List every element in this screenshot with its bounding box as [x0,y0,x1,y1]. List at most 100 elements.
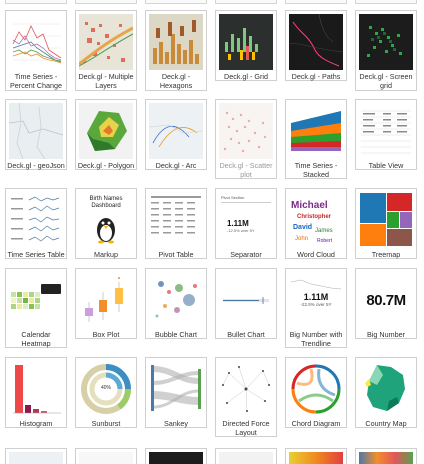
map-thumbnail [359,14,413,70]
map-thumbnail [219,103,273,159]
viz-tile-partial[interactable] [355,448,417,464]
word-cloud-word: John [295,236,309,242]
treemap-thumbnail [359,192,413,248]
viz-tile-big-number-trendline[interactable]: 1.11M -22.5% over 5Y Big Number with Tre… [285,268,347,348]
viz-tile-calendar-heatmap[interactable]: Calendar Heatmap [5,268,67,348]
tile-label: Sunburst [91,419,121,428]
viz-tile-chord-diagram[interactable]: Chord Diagram [285,357,347,428]
tile-label: Deck.gl - Arc [155,161,197,170]
tile-label: Separator [230,250,262,259]
prev-row-tile-edge [285,0,347,4]
viz-tile-deckgl-arc[interactable]: Deck.gl - Arc [145,99,207,170]
word-cloud-word: David [293,224,313,231]
markup-title-line2: Dashboard [91,203,121,209]
prev-row-tile-edge [145,0,207,4]
viz-tile-big-number[interactable]: 80.7M Big Number [355,268,417,339]
tile-label: Table View [368,161,404,170]
prev-row-tile-edge [5,0,67,4]
area-chart-thumbnail [289,103,343,159]
tile-label: Bullet Chart [227,330,265,339]
viz-tile-deckgl-grid[interactable]: Deck.gl - Grid [215,10,277,81]
viz-tile-separator[interactable]: Pivot Section 1.11M -12.5% over 5Y Separ… [215,188,277,259]
tile-label: Deck.gl - Grid [224,72,268,81]
line-chart-thumbnail [9,14,63,70]
tile-label: Treemap [371,250,401,259]
tile-label: Markup [94,250,118,259]
viz-tile-partial[interactable] [75,448,137,464]
histogram-thumbnail [9,361,63,417]
tile-label: Histogram [19,419,53,428]
tile-label: Box Plot [92,330,120,339]
tile-label: Time Series - Percent Change [10,72,62,90]
viz-tile-word-cloud[interactable]: Michael Christopher David James John Rob… [285,188,347,259]
map-thumbnail [359,361,413,417]
sunburst-thumbnail: 40% [79,361,133,417]
tile-label: Big Number with Trendline [289,330,343,348]
prev-row-tile-edge [215,0,277,4]
markup-title-line1: Birth Names [89,196,123,202]
tile-label: Deck.gl - Hexagons [159,72,193,90]
viz-tile-partial[interactable] [5,448,67,464]
bullet-chart-thumbnail [219,272,273,328]
viz-tile-deckgl-geojson[interactable]: Deck.gl - geoJson [5,99,67,170]
viz-tile-sankey[interactable]: Sankey [145,357,207,428]
box-plot-thumbnail [79,272,133,328]
tile-label: Directed Force Layout [222,419,270,437]
viz-tile-deckgl-hexagons[interactable]: Deck.gl - Hexagons [145,10,207,91]
force-layout-thumbnail [219,361,273,417]
tile-label: Deck.gl - Screen grid [359,72,413,90]
viz-tile-table-view[interactable]: Table View [355,99,417,170]
viz-tile-bubble-chart[interactable]: Bubble Chart [145,268,207,339]
map-thumbnail [149,103,203,159]
viz-tile-sunburst[interactable]: 40% Sunburst [75,357,137,428]
viz-tile-treemap[interactable]: Treemap [355,188,417,259]
viz-tile-partial[interactable] [145,448,207,464]
map-thumbnail [149,14,203,70]
tile-label: Deck.gl - geoJson [7,161,65,170]
viz-tile-box-plot[interactable]: Box Plot [75,268,137,339]
prev-row-tile-edge [355,0,417,4]
viz-tile-country-map[interactable]: Country Map [355,357,417,428]
tile-label: Pivot Table [158,250,194,259]
viz-tile-partial[interactable] [215,448,277,464]
viz-tile-deckgl-screen-grid[interactable]: Deck.gl - Screen grid [355,10,417,91]
viz-tile-time-series-percent-change[interactable]: Time Series - Percent Change [5,10,67,91]
big-number-value: 80.7M [366,292,406,309]
map-thumbnail [219,14,273,70]
separator-thumbnail: Pivot Section 1.11M -12.5% over 5Y [219,192,273,248]
separator-header: Pivot Section [221,195,245,200]
trendline-big-number: 1.11M [303,292,329,302]
tile-label: Calendar Heatmap [21,330,51,348]
word-cloud-word: Robert [317,238,333,244]
tile-label: Chord Diagram [291,419,341,428]
markup-thumbnail: Birth Names Dashboard [79,192,133,248]
viz-tile-histogram[interactable]: Histogram [5,357,67,428]
word-cloud-word: James [315,228,333,234]
viz-tile-directed-force-layout[interactable]: Directed Force Layout [215,357,277,437]
heatmap-thumbnail [9,272,63,328]
tile-label: Deck.gl - Multiple Layers [78,72,134,90]
bubble-chart-thumbnail [149,272,203,328]
word-cloud-word: Michael [291,200,328,211]
viz-tile-partial[interactable] [285,448,347,464]
tile-label: Time Series - Stacked [294,161,338,179]
separator-big-number: 1.11M [227,218,249,228]
viz-tile-deckgl-paths[interactable]: Deck.gl - Paths [285,10,347,81]
tile-label: Deck.gl - Scatter plot [219,161,273,179]
tile-label: Time Series Table [7,250,65,259]
viz-tile-deckgl-scatter-plot[interactable]: Deck.gl - Scatter plot [215,99,277,179]
viz-tile-bullet-chart[interactable]: Bullet Chart [215,268,277,339]
viz-tile-deckgl-multiple-layers[interactable]: Deck.gl - Multiple Layers [75,10,137,91]
table-thumbnail [359,103,413,159]
viz-tile-markup[interactable]: Birth Names Dashboard Markup [75,188,137,259]
viz-tile-pivot-table[interactable]: Pivot Table [145,188,207,259]
separator-delta: -12.5% over 5Y [227,227,255,233]
table-thumbnail [149,192,203,248]
viz-tile-time-series-table[interactable]: Time Series Table [5,188,67,259]
trendline-delta: -22.5% over 5Y [300,302,332,307]
prev-row-tile-edge [75,0,137,4]
big-number-thumbnail: 1.11M -22.5% over 5Y [289,272,343,328]
viz-tile-deckgl-polygon[interactable]: Deck.gl - Polygon [75,99,137,170]
viz-tile-time-series-stacked[interactable]: Time Series - Stacked [285,99,347,179]
word-cloud-word: Christopher [297,214,332,220]
